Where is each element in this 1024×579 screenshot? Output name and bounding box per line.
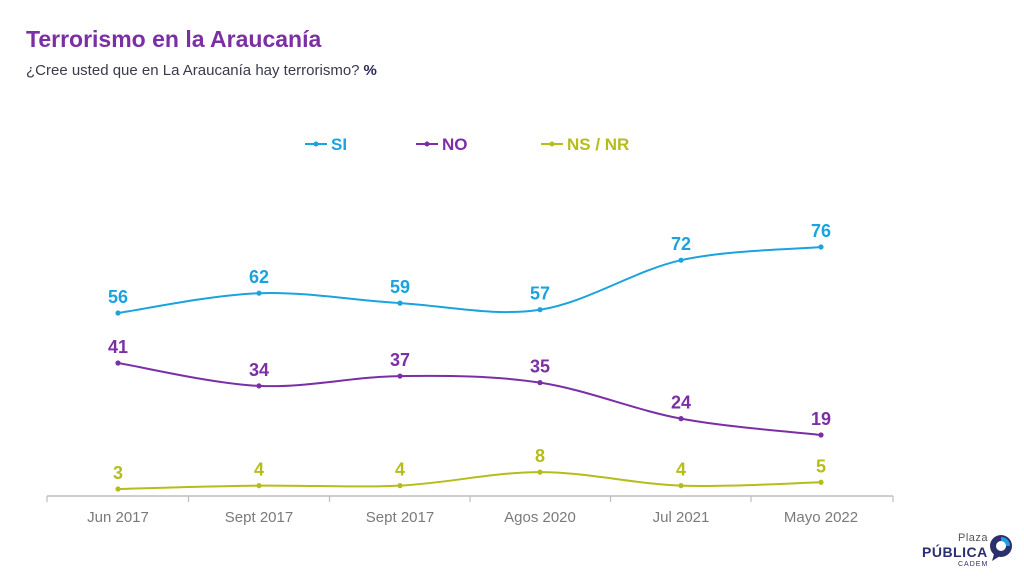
data-point <box>537 307 543 313</box>
logo-text-cadem: CADEM <box>958 561 989 568</box>
legend-marker <box>424 141 430 147</box>
legend-item-no: NO <box>416 135 468 154</box>
legend-label: SI <box>331 135 347 154</box>
x-tick-label: Mayo 2022 <box>784 509 858 526</box>
data-label: 62 <box>249 267 269 287</box>
logo-text-plaza: Plaza <box>958 532 989 544</box>
chart-title: Terrorismo en la Araucanía <box>26 26 322 52</box>
data-point <box>678 483 684 489</box>
data-label: 59 <box>390 277 410 297</box>
data-label: 57 <box>530 284 550 304</box>
legend-label: NO <box>442 135 468 154</box>
data-point <box>678 416 684 422</box>
data-label: 8 <box>535 446 545 466</box>
data-label: 3 <box>113 463 123 483</box>
plaza-publica-cadem-logo: Plaza PÚBLICA CADEM <box>918 532 1018 576</box>
legend: SI NO NS / NR <box>305 135 629 154</box>
x-tick-label: Sept 2017 <box>225 509 293 526</box>
x-tick-label: Jun 2017 <box>87 509 149 526</box>
data-point <box>115 310 121 316</box>
series-si: 56 62 59 57 72 76 <box>108 221 831 316</box>
series-line-ns-nr <box>117 471 822 490</box>
data-label: 76 <box>811 221 831 241</box>
data-label: 4 <box>254 460 264 480</box>
logo-text-publica: PÚBLICA <box>922 544 988 560</box>
x-tick-label: Jul 2021 <box>653 509 710 526</box>
data-label: 19 <box>811 409 831 429</box>
x-axis: Jun 2017 Sept 2017 Sept 2017 Agos 2020 Jul 2… <box>46 495 894 526</box>
series-line-no <box>117 362 822 436</box>
series-ns-nr: 3 4 4 8 4 5 <box>113 446 826 492</box>
data-point <box>256 290 262 296</box>
data-label: 56 <box>108 287 128 307</box>
data-label: 4 <box>676 460 686 480</box>
data-label: 41 <box>108 337 128 357</box>
legend-label: NS / NR <box>567 135 629 154</box>
data-label: 35 <box>530 357 550 377</box>
data-label: 72 <box>671 234 691 254</box>
speech-bubble-icon <box>990 535 1012 561</box>
data-point <box>115 486 121 492</box>
data-point <box>115 360 121 366</box>
data-point <box>256 483 262 489</box>
data-point <box>537 380 543 386</box>
data-point <box>818 479 824 485</box>
data-label: 34 <box>249 360 269 380</box>
legend-item-ns-nr: NS / NR <box>541 135 629 154</box>
series-no: 41 34 37 35 24 19 <box>108 337 831 438</box>
data-label: 4 <box>395 460 405 480</box>
series-line-si <box>117 246 822 314</box>
legend-marker <box>549 141 555 147</box>
legend-item-si: SI <box>305 135 347 154</box>
data-point <box>678 257 684 263</box>
data-label: 24 <box>671 393 691 413</box>
data-point <box>397 483 403 489</box>
chart-subtitle: ¿Cree usted que en La Araucanía hay terr… <box>26 62 377 79</box>
unit-label: % <box>363 62 377 79</box>
data-label: 37 <box>390 350 410 370</box>
legend-marker <box>313 141 319 147</box>
data-label: 5 <box>816 456 826 476</box>
data-point <box>818 432 824 438</box>
data-point <box>397 373 403 379</box>
data-point <box>256 383 262 389</box>
data-point <box>537 469 543 475</box>
x-tick-label: Sept 2017 <box>366 509 434 526</box>
data-point <box>818 244 824 250</box>
x-tick-label: Agos 2020 <box>504 509 576 526</box>
data-point <box>397 300 403 306</box>
subtitle-question: ¿Cree usted que en La Araucanía hay terr… <box>26 62 360 79</box>
